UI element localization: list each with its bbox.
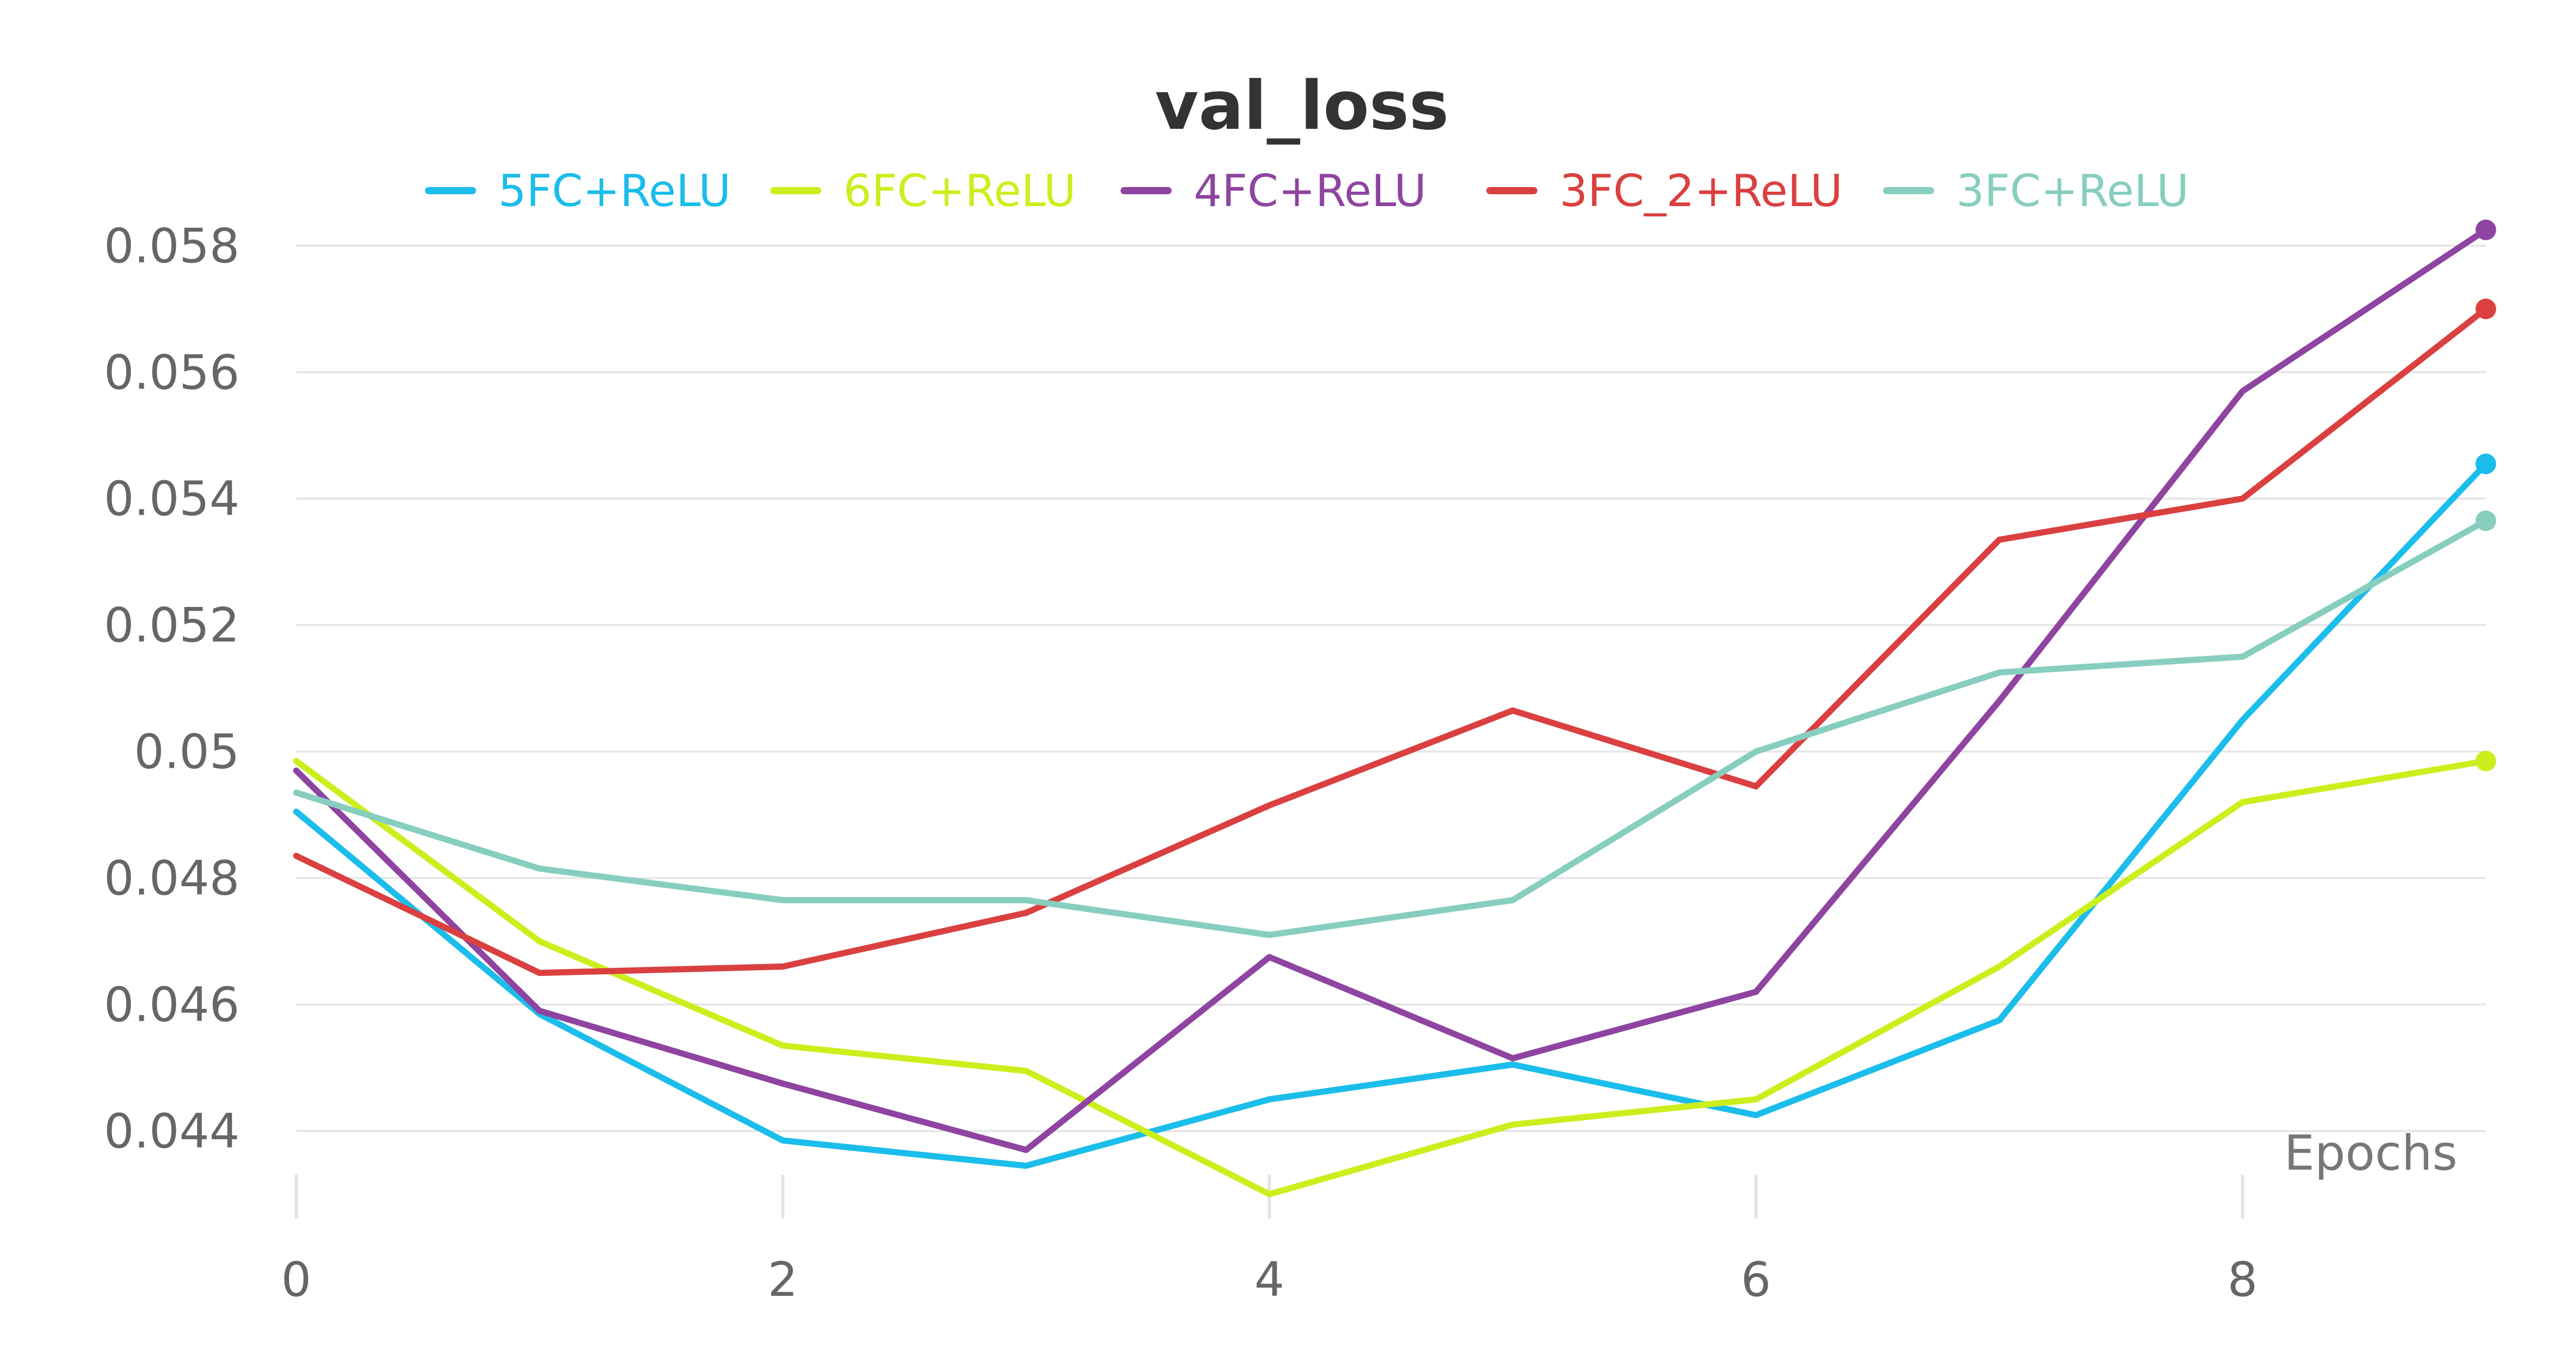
y-tick-label: 0.054 [104,471,240,527]
series-end-marker-3fc-2-relu[interactable] [2476,298,2496,319]
series-line-4fc-relu[interactable] [293,227,2489,1153]
y-axis: 0.044 0.046 0.048 0.05 0.052 0.054 0.056 0.058 [104,218,240,1159]
x-tick-label: 6 [1741,1252,1771,1307]
series-group [293,219,2496,1197]
series-end-marker-3fc-relu[interactable] [2476,510,2496,531]
series-line-3fc-relu[interactable] [293,517,2489,938]
series-4fc-relu [293,219,2496,1153]
legend-item-5fc-relu[interactable]: 5FC+ReLU [425,165,731,217]
y-tick-label: 0.044 [104,1104,240,1159]
legend-label: 5FC+ReLU [498,165,731,217]
series-line-5fc-relu[interactable] [293,461,2489,1169]
x-tick-label: 4 [1255,1252,1285,1307]
series-line-6fc-relu[interactable] [293,758,2489,1197]
legend-label: 4FC+ReLU [1194,165,1427,217]
gridlines [296,244,2486,1132]
series-3fc-2-relu [293,298,2496,976]
series-3fc-relu [293,510,2496,938]
y-tick-label: 0.058 [104,218,240,274]
y-tick-label: 0.048 [104,851,240,906]
series-end-marker-4fc-relu[interactable] [2476,219,2496,241]
legend-label: 3FC+ReLU [1956,165,2189,217]
series-line-3fc-2-relu[interactable] [293,306,2489,976]
chart-title: val_loss [1155,66,1449,145]
legend-item-3fc-2-relu[interactable]: 3FC_2+ReLU [1486,165,1842,217]
x-tick-label: 0 [281,1252,312,1307]
y-tick-label: 0.052 [104,598,240,653]
y-tick-label: 0.05 [134,724,240,780]
x-tick-label: 8 [2228,1252,2258,1307]
x-axis-label: Epochs [2284,1125,2458,1181]
series-6fc-relu [293,751,2496,1197]
legend-label: 6FC+ReLU [843,165,1076,217]
series-end-marker-5fc-relu[interactable] [2476,453,2496,475]
x-tick-label: 2 [768,1252,798,1307]
series-end-marker-6fc-relu[interactable] [2476,751,2496,772]
legend: 5FC+ReLU 6FC+ReLU 4FC+ReLU 3FC_2+ReLU 3FC+Re… [425,165,2189,217]
legend-item-4fc-relu[interactable]: 4FC+ReLU [1121,165,1427,217]
series-5fc-relu [293,453,2496,1169]
x-axis: 0 2 4 6 8 [281,1175,2258,1307]
legend-item-6fc-relu[interactable]: 6FC+ReLU [770,165,1076,217]
y-tick-label: 0.056 [104,345,240,400]
legend-label: 3FC_2+ReLU [1560,165,1842,217]
y-tick-label: 0.046 [104,977,240,1033]
legend-item-3fc-relu[interactable]: 3FC+ReLU [1883,165,2189,217]
